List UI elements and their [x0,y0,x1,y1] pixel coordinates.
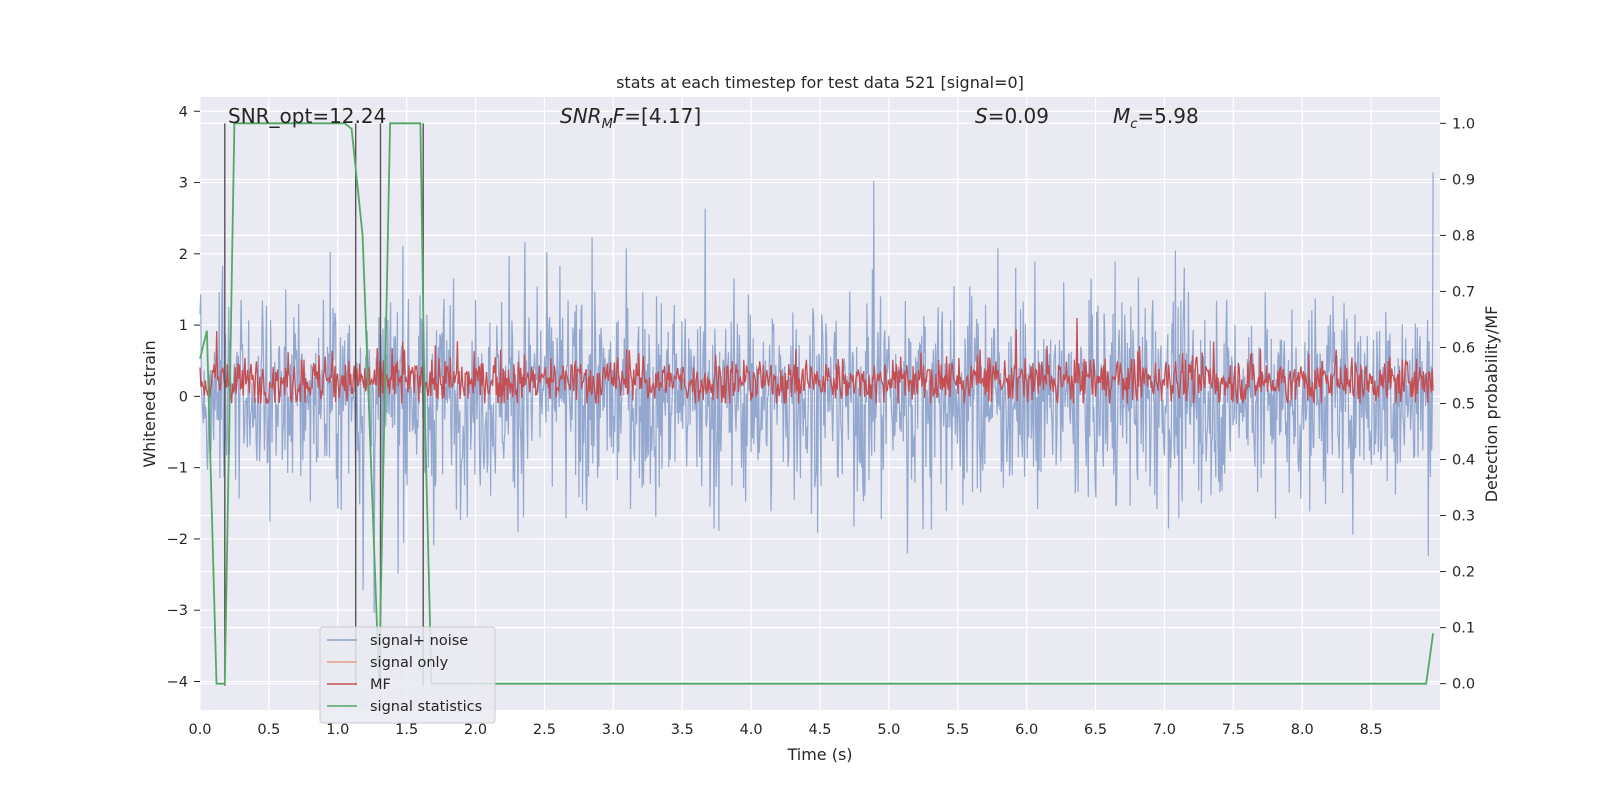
legend: signal+ noise signal only MF signal stat… [319,626,496,724]
annotation-snr-mf-rest: =[4.17] [624,104,701,128]
annotation-snr-mf-main: SNR [560,104,602,128]
series-mf [199,317,1434,404]
x-tick-label: 1.0 [326,722,349,738]
x-tick-label: 2.0 [464,722,487,738]
y2-tick-label: 0.8 [1452,228,1475,244]
x-tick-label: 5.0 [877,722,900,738]
y-tick-label: −2 [167,532,188,548]
series-signal-noise [199,172,1434,613]
y2-tick-label: 0.4 [1452,453,1475,469]
annotation-snr-mf: SNRMF=[4.17] [560,104,701,132]
legend-label-signal-statistics: signal statistics [370,699,482,715]
y2-tick-label: 0.5 [1452,397,1475,413]
x-tick-label: 3.0 [602,722,625,738]
x-tick-label: 6.5 [1084,722,1107,738]
annotation-snr-mf-sub: M [602,117,613,132]
y2-axis-label: Detection probability/MF [1482,306,1501,503]
y-tick-label: 2 [179,247,188,263]
y-axis-ticks: 4 3 2 1 0 −1 −2 −3 −4 [167,104,200,690]
y-axis-label: Whitened strain [140,340,159,467]
y2-tick-label: 0.9 [1452,172,1475,188]
x-tick-label: 4.5 [808,722,831,738]
annotation-mc: Mc=5.98 [1113,104,1199,132]
y-tick-label: 3 [179,176,188,192]
mf-line [199,317,1434,404]
x-tick-label: 1.5 [395,722,418,738]
y-tick-label: −4 [167,674,188,690]
x-axis-label: Time (s) [786,745,852,764]
annotation-s-rest: =0.09 [988,104,1049,128]
x-tick-label: 8.5 [1360,722,1383,738]
legend-label-signal-noise: signal+ noise [370,633,468,649]
x-axis-ticks: 0.0 0.5 1.0 1.5 2.0 2.5 3.0 3.5 4.0 4.5 5.0 5.5 6.0 6… [188,722,1382,738]
annotation-snr-opt: SNR_opt=12.24 [228,104,386,128]
y2-tick-label: 1.0 [1452,116,1475,132]
x-tick-label: 8.0 [1291,722,1314,738]
x-tick-label: 3.5 [671,722,694,738]
y-tick-label: 1 [179,318,188,334]
y2-tick-label: 0.3 [1452,509,1475,525]
legend-label-signal-only: signal only [370,655,449,671]
x-tick-label: 0.5 [257,722,280,738]
y2-tick-label: 0.7 [1452,284,1475,300]
legend-box [319,626,496,724]
x-tick-label: 7.0 [1153,722,1176,738]
chart-title: stats at each timestep for test data 521… [616,73,1024,92]
annotation-snr-mf-rest-italic: F [613,104,625,128]
annotation-mc-sub: c [1130,117,1137,132]
x-tick-label: 4.0 [740,722,763,738]
y-tick-label: 0 [179,389,188,405]
x-tick-label: 2.5 [533,722,556,738]
y2-tick-label: 0.6 [1452,340,1475,356]
y2-tick-label: 0.1 [1452,621,1475,637]
annotation-s: S=0.09 [975,104,1049,128]
y2-tick-label: 0.2 [1452,565,1475,581]
y-tick-label: −1 [167,461,188,477]
annotation-s-main: S [975,104,988,128]
y2-axis-ticks: 1.0 0.9 0.8 0.7 0.6 0.5 0.4 0.3 0.2 0.1 0.0 [1440,116,1475,693]
x-tick-label: 0.0 [188,722,211,738]
signal-noise-line [199,172,1434,613]
annotation-mc-rest: =5.98 [1137,104,1198,128]
x-tick-label: 7.5 [1222,722,1245,738]
legend-label-mf: MF [370,677,391,693]
x-tick-label: 5.5 [946,722,969,738]
annotation-mc-main: M [1113,104,1130,128]
y2-tick-label: 0.0 [1452,677,1475,693]
x-tick-label: 6.0 [1015,722,1038,738]
y-tick-label: −3 [167,603,188,619]
y-tick-label: 4 [179,104,188,120]
